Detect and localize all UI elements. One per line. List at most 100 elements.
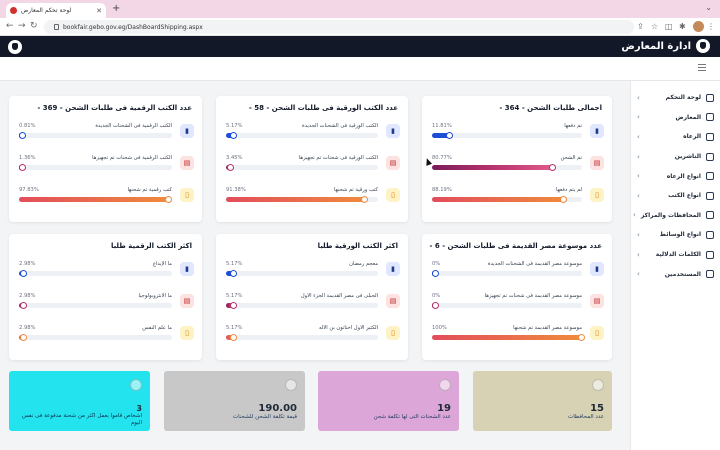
close-tab-icon[interactable]: ✕: [96, 6, 102, 15]
browser-tab[interactable]: لوحة تحكم المعارض ✕: [6, 3, 106, 18]
progress-track: [226, 334, 378, 341]
progress-knob[interactable]: [227, 164, 235, 171]
progress-knob[interactable]: [229, 302, 237, 309]
browser-menu-icon[interactable]: ⋮: [707, 22, 715, 31]
progress-label: كتب رقمية تم شحنها: [127, 187, 172, 193]
progress-knob[interactable]: [19, 302, 27, 309]
media-icon: [706, 230, 714, 239]
sidebar-item-label: انواع الكتب: [668, 192, 701, 200]
progress-label: موسوعة مصر القديمة تم شحنها: [513, 325, 582, 331]
progress-knob[interactable]: [445, 132, 453, 139]
progress-knob[interactable]: [164, 196, 172, 203]
progress-knob[interactable]: [560, 196, 568, 203]
puzzle-icon[interactable]: ✱: [679, 22, 686, 31]
chevron-left-icon: ‹: [637, 172, 640, 181]
progress-track: [432, 334, 585, 341]
bookmark-icon: ▮: [386, 262, 400, 276]
chevron-left-icon: ‹: [637, 270, 640, 279]
bookmark-icon: ▮: [386, 124, 400, 138]
card-digital-books: عدد الكتب الرقمية فى طلبات الشحن - 369 -…: [9, 96, 202, 222]
progress-label: الكتب الورقية فى شحنات تم تجهيزها: [298, 155, 378, 161]
progress-knob[interactable]: [229, 334, 237, 341]
progress-knob[interactable]: [19, 334, 27, 341]
url-field[interactable]: bookfair.gebo.gov.eg/DashBoardShipping.a…: [44, 20, 634, 34]
progress-percent: 5.17%: [226, 261, 243, 267]
chevron-left-icon: ‹: [637, 250, 640, 259]
progress-knob[interactable]: [578, 334, 585, 341]
profile-avatar[interactable]: [693, 21, 704, 32]
sidebar-item-book-types[interactable]: انواع الكتب ‹: [631, 186, 720, 206]
new-tab-icon[interactable]: +: [112, 3, 121, 14]
progress-percent: 5.17%: [226, 123, 243, 129]
progress-fill: [432, 133, 450, 138]
progress-track: [226, 164, 378, 171]
sidebar-item-label: لوحة التحكم: [665, 94, 701, 102]
chevron-left-icon: ‹: [637, 113, 640, 122]
bookmark-star-icon[interactable]: ☆: [651, 22, 659, 31]
progress-percent: 88.19%: [432, 187, 452, 193]
sidebar-item-sponsor-types[interactable]: انواع الرعاه ‹: [631, 166, 720, 186]
progress-fill: [432, 165, 554, 170]
progress-track: [19, 302, 172, 309]
brand[interactable]: ادارة المعارض: [621, 39, 710, 53]
progress-track: [19, 132, 172, 139]
progress-knob[interactable]: [432, 270, 439, 277]
reload-icon[interactable]: ↻: [30, 21, 38, 31]
sidebar-item-publishers[interactable]: الناشرين ‹: [631, 147, 720, 167]
back-icon[interactable]: ←: [6, 21, 14, 31]
sidebar-item-sponsors[interactable]: الرعاه ‹: [631, 127, 720, 147]
window-controls-icon[interactable]: ⌄: [705, 3, 712, 12]
progress-track: [432, 302, 582, 309]
forward-icon[interactable]: →: [18, 21, 26, 31]
card-title: عدد الكتب الورقية فى طلبات الشحن - 58 -: [248, 104, 398, 112]
tag-icon: [706, 250, 714, 259]
progress-fill: [226, 197, 365, 202]
progress-knob[interactable]: [229, 132, 237, 139]
book-open-icon: ▯: [180, 188, 194, 202]
progress-percent: 2.98%: [19, 325, 36, 331]
sidebar-item-label: المستخدمين: [664, 270, 701, 278]
progress-label: الكتب الرقمية فى شحنات تم تجهيزها: [92, 155, 172, 161]
progress-row: ▯ موسوعة مصر القديمة تم شحنها 100%: [432, 325, 604, 345]
bookmark-icon: ▮: [180, 262, 194, 276]
progress-knob[interactable]: [19, 164, 26, 171]
progress-label: كتب ورقية تم شحنها: [333, 187, 378, 193]
tile-shipping-cost: 190.00 قيمة تكلفة الشحن للشحنات: [164, 371, 305, 431]
document-icon: [130, 379, 142, 391]
sidebar-item-dashboard[interactable]: لوحة التحكم ‹: [631, 88, 720, 108]
sidebar-item-keywords[interactable]: الكلمات الدلالية ‹: [631, 245, 720, 265]
progress-knob[interactable]: [19, 132, 26, 139]
sidebar-item-users[interactable]: المستخدمين ‹: [631, 264, 720, 284]
progress-knob[interactable]: [432, 302, 439, 309]
sidebar-item-exhibitions[interactable]: المعارض ‹: [631, 108, 720, 128]
tile-repeat-buyers: 3 اشخاص قاموا بعمل اكثر من شحنة مدفوعة ف…: [9, 371, 150, 431]
sidebar-item-governorates[interactable]: المحافظات والمراكز ‹: [631, 206, 720, 226]
progress-row: ▮ موسوعة مصر القديمة فى الشحنات الجديدة 0%: [432, 261, 604, 281]
chevron-left-icon: ‹: [637, 132, 640, 141]
progress-knob[interactable]: [360, 196, 368, 203]
tile-value: 15: [590, 403, 604, 414]
card-title: اكثر الكتب الرقمية طلبا: [110, 242, 192, 250]
menu-toggle-icon[interactable]: [698, 64, 706, 73]
address-bar: ← → ↻ bookfair.gebo.gov.eg/DashBoardShip…: [0, 18, 720, 36]
toolbar: [0, 57, 720, 81]
share-icon[interactable]: ⇪: [637, 22, 644, 31]
progress-row: ▯ كتب ورقية تم شحنها 91.38%: [226, 187, 400, 207]
progress-label: الكثير الاول اختاتون بن الاله: [318, 325, 378, 331]
progress-knob[interactable]: [19, 270, 27, 277]
progress-percent: 80.77%: [432, 155, 452, 161]
map-icon: [592, 379, 604, 391]
progress-row: ▯ لم يتم دفعها 88.19%: [432, 187, 604, 207]
edit-icon: [285, 379, 297, 391]
progress-row: ▤ الكتب الورقية فى شحنات تم تجهيزها 3.45%: [226, 155, 400, 175]
progress-label: معجم رمضان: [349, 261, 378, 267]
progress-knob[interactable]: [229, 270, 237, 277]
sidebar-item-media-types[interactable]: انواع الوسائط ‹: [631, 225, 720, 245]
progress-track: [19, 334, 172, 341]
progress-percent: 2.98%: [19, 293, 36, 299]
sponsor-icon: [706, 132, 714, 141]
extensions-icon[interactable]: ◫: [665, 22, 673, 31]
tile-value: 19: [437, 403, 451, 414]
chevron-left-icon: ‹: [637, 191, 640, 200]
progress-knob[interactable]: [549, 164, 557, 171]
